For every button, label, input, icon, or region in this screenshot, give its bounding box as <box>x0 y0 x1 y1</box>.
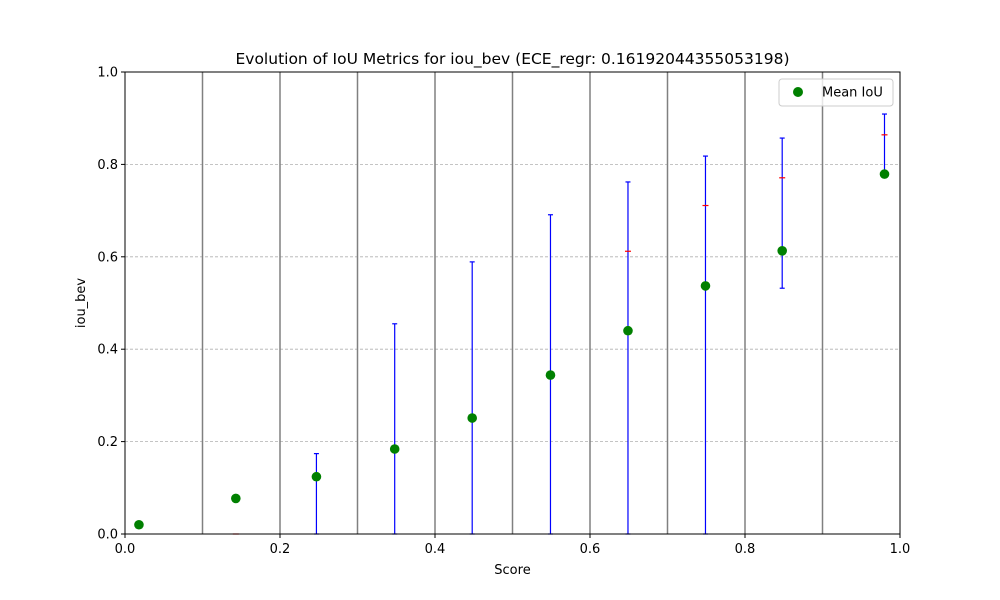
x-tick-label: 0.6 <box>580 542 601 557</box>
x-axis-label: Score <box>494 563 530 578</box>
y-tick-label: 0.2 <box>97 435 118 450</box>
y-tick-label: 0.4 <box>97 343 118 358</box>
y-tick-label: 0.6 <box>97 250 118 265</box>
mean-iou-point <box>700 281 711 291</box>
mean-iou-point <box>467 413 478 423</box>
mean-iou-point <box>231 493 241 504</box>
legend-box <box>778 78 894 107</box>
mean-iou-point <box>777 245 787 256</box>
mean-iou-point <box>545 370 556 380</box>
bin-lines <box>201 72 824 534</box>
mean-iou-point <box>311 471 322 482</box>
mean-iou-point <box>389 444 400 454</box>
legend: Mean IoU <box>778 78 894 107</box>
mean-iou-point <box>879 169 890 179</box>
legend-label: Mean IoU <box>822 86 883 101</box>
plot-frame <box>124 71 901 535</box>
mean-iou-point <box>134 519 144 530</box>
y-tick-label: 0.8 <box>97 158 118 173</box>
chart-title: Evolution of IoU Metrics for iou_bev (EC… <box>235 50 789 69</box>
y-axis-label: iou_bev <box>74 278 89 329</box>
x-tick-label: 0.2 <box>270 542 291 557</box>
x-tick-label: 1.0 <box>890 542 911 557</box>
y-axis-ticks: 0.0 0.2 0.4 0.6 0.8 1.0 <box>97 66 125 543</box>
error-bars <box>232 113 888 535</box>
x-tick-label: 0.0 <box>115 542 136 557</box>
data-points <box>134 169 890 530</box>
y-tick-label: 0.0 <box>97 528 118 543</box>
x-tick-label: 0.8 <box>735 542 756 557</box>
x-tick-label: 0.4 <box>425 542 446 557</box>
x-axis-ticks: 0.0 0.2 0.4 0.6 0.8 1.0 <box>115 534 911 557</box>
y-tick-label: 1.0 <box>97 66 118 81</box>
mean-iou-point <box>623 325 633 336</box>
legend-marker <box>793 87 803 97</box>
